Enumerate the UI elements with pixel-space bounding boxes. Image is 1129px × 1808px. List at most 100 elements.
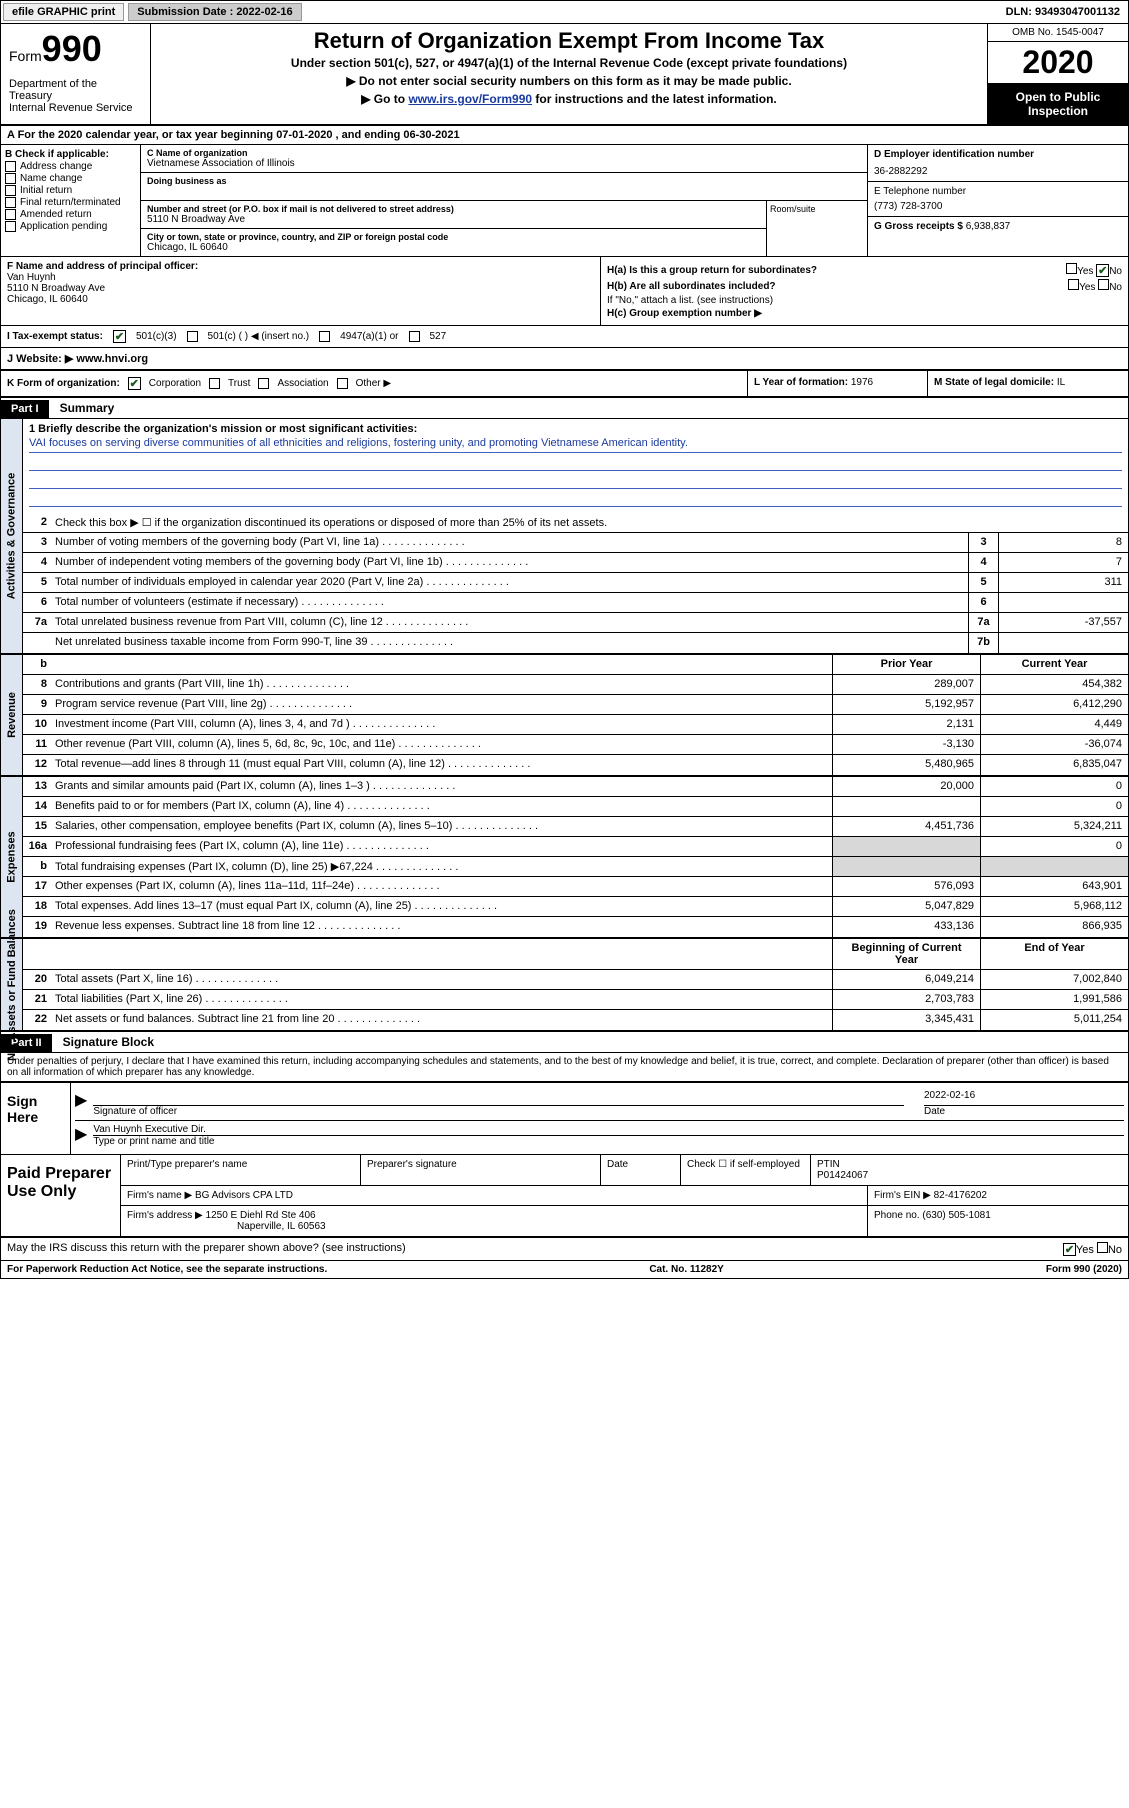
street-address: 5110 N Broadway Ave <box>147 214 760 225</box>
current-year-value: 866,935 <box>980 917 1128 937</box>
irs-link[interactable]: www.irs.gov/Form990 <box>408 92 532 106</box>
name-arrow-icon: ▶ <box>75 1124 87 1147</box>
line-value <box>998 593 1128 612</box>
signature-label: Signature of officer <box>93 1106 177 1117</box>
prior-year-value: -3,130 <box>832 735 980 754</box>
ha-label: H(a) Is this a group return for subordin… <box>607 265 817 276</box>
prior-year-value: 5,047,829 <box>832 897 980 916</box>
efile-button[interactable]: efile GRAPHIC print <box>3 3 124 21</box>
amended-return-checkbox[interactable] <box>5 209 16 220</box>
line-desc: Total fundraising expenses (Part IX, col… <box>51 857 832 876</box>
hb-no-checkbox[interactable] <box>1098 279 1109 290</box>
corporation-checkbox[interactable]: ✔ <box>128 377 141 390</box>
current-year-value: -36,074 <box>980 735 1128 754</box>
website-row: J Website: ▶ www.hnvi.org <box>1 348 1128 371</box>
ha-yes-checkbox[interactable] <box>1066 263 1077 274</box>
prior-year-value: 20,000 <box>832 777 980 796</box>
ptin-value: P01424067 <box>817 1170 868 1181</box>
4947-checkbox[interactable] <box>319 331 330 342</box>
prior-year-value <box>832 797 980 816</box>
trust-checkbox[interactable] <box>209 378 220 389</box>
city-label: City or town, state or province, country… <box>147 232 760 242</box>
initial-return-checkbox[interactable] <box>5 185 16 196</box>
begin-year-header: Beginning of Current Year <box>832 939 980 969</box>
ein-label: D Employer identification number <box>874 149 1122 160</box>
prior-year-value: 2,131 <box>832 715 980 734</box>
website-link[interactable]: www.hnvi.org <box>76 353 148 365</box>
current-year-value: 454,382 <box>980 675 1128 694</box>
final-return-checkbox[interactable] <box>5 197 16 208</box>
501c-checkbox[interactable] <box>187 331 198 342</box>
formation-year-label: L Year of formation: <box>754 377 851 388</box>
hc-label: H(c) Group exemption number ▶ <box>607 308 762 319</box>
hb-yes-checkbox[interactable] <box>1068 279 1079 290</box>
submission-date: Submission Date : 2022-02-16 <box>128 3 301 21</box>
current-year-value: 0 <box>980 777 1128 796</box>
527-checkbox[interactable] <box>409 331 420 342</box>
preparer-name-header: Print/Type preparer's name <box>121 1155 361 1185</box>
discuss-yes-checkbox[interactable]: ✔ <box>1063 1243 1076 1256</box>
firm-ein-label: Firm's EIN ▶ <box>874 1190 934 1201</box>
501c3-checkbox[interactable]: ✔ <box>113 330 126 343</box>
hb-note: If "No," attach a list. (see instruction… <box>607 295 1122 306</box>
line-num-ref: 3 <box>968 533 998 552</box>
firm-name-label: Firm's name ▶ <box>127 1190 195 1201</box>
part2-title: Signature Block <box>55 1032 162 1052</box>
sign-here-label: Sign Here <box>1 1083 71 1154</box>
end-year-value: 1,991,586 <box>980 990 1128 1009</box>
association-checkbox[interactable] <box>258 378 269 389</box>
line-desc: Grants and similar amounts paid (Part IX… <box>51 777 832 796</box>
org-form-label: K Form of organization: <box>7 378 120 389</box>
officer-addr1: 5110 N Broadway Ave <box>7 283 594 294</box>
name-title-label: Type or print name and title <box>93 1136 214 1147</box>
current-year-value: 6,412,290 <box>980 695 1128 714</box>
city-state-zip: Chicago, IL 60640 <box>147 242 760 253</box>
formation-year: 1976 <box>851 377 873 388</box>
part1-header: Part I <box>1 400 49 418</box>
other-checkbox[interactable] <box>337 378 348 389</box>
line-desc: Professional fundraising fees (Part IX, … <box>51 837 832 856</box>
date-label: Date <box>924 1106 945 1117</box>
room-suite-label: Room/suite <box>767 201 867 256</box>
current-year-value: 6,835,047 <box>980 755 1128 775</box>
prior-year-value: 5,192,957 <box>832 695 980 714</box>
line-value <box>998 633 1128 653</box>
line-desc: Benefits paid to or for members (Part IX… <box>51 797 832 816</box>
phone-label: E Telephone number <box>874 186 1122 197</box>
current-year-value: 643,901 <box>980 877 1128 896</box>
line-num-ref: 4 <box>968 553 998 572</box>
form-header: Form990 Department of the Treasury Inter… <box>1 24 1128 126</box>
application-pending-checkbox[interactable] <box>5 221 16 232</box>
paperwork-notice: For Paperwork Reduction Act Notice, see … <box>7 1264 327 1275</box>
officer-addr2: Chicago, IL 60640 <box>7 294 594 305</box>
prior-year-value: 576,093 <box>832 877 980 896</box>
officer-signature-name: Van Huynh Executive Dir. <box>93 1124 1124 1136</box>
begin-year-value: 2,703,783 <box>832 990 980 1009</box>
address-change-checkbox[interactable] <box>5 161 16 172</box>
col-b-checkboxes: B Check if applicable: Address change Na… <box>1 145 141 256</box>
current-year-value <box>980 857 1128 876</box>
line-desc: Total number of individuals employed in … <box>51 573 968 592</box>
dba-label: Doing business as <box>147 176 861 186</box>
tax-year-range: A For the 2020 calendar year, or tax yea… <box>1 126 1128 145</box>
discuss-no-checkbox[interactable] <box>1097 1242 1108 1253</box>
preparer-date-header: Date <box>601 1155 681 1185</box>
line-value: 311 <box>998 573 1128 592</box>
begin-year-value: 6,049,214 <box>832 970 980 989</box>
line-desc: Investment income (Part VIII, column (A)… <box>51 715 832 734</box>
preparer-sig-header: Preparer's signature <box>361 1155 601 1185</box>
line-num-ref: 5 <box>968 573 998 592</box>
omb-number: OMB No. 1545-0047 <box>988 24 1128 42</box>
firm-ein: 82-4176202 <box>934 1190 987 1201</box>
ha-no-checkbox[interactable]: ✔ <box>1096 264 1109 277</box>
prior-year-value <box>832 837 980 856</box>
line-num-ref: 6 <box>968 593 998 612</box>
line-desc: Total expenses. Add lines 13–17 (must eq… <box>51 897 832 916</box>
name-change-checkbox[interactable] <box>5 173 16 184</box>
firm-phone-label: Phone no. <box>874 1210 922 1221</box>
line-num-ref: 7a <box>968 613 998 632</box>
line-desc: Number of independent voting members of … <box>51 553 968 572</box>
prior-year-value: 4,451,736 <box>832 817 980 836</box>
line-desc: Number of voting members of the governin… <box>51 533 968 552</box>
ein-value: 36-2882292 <box>874 166 1122 177</box>
